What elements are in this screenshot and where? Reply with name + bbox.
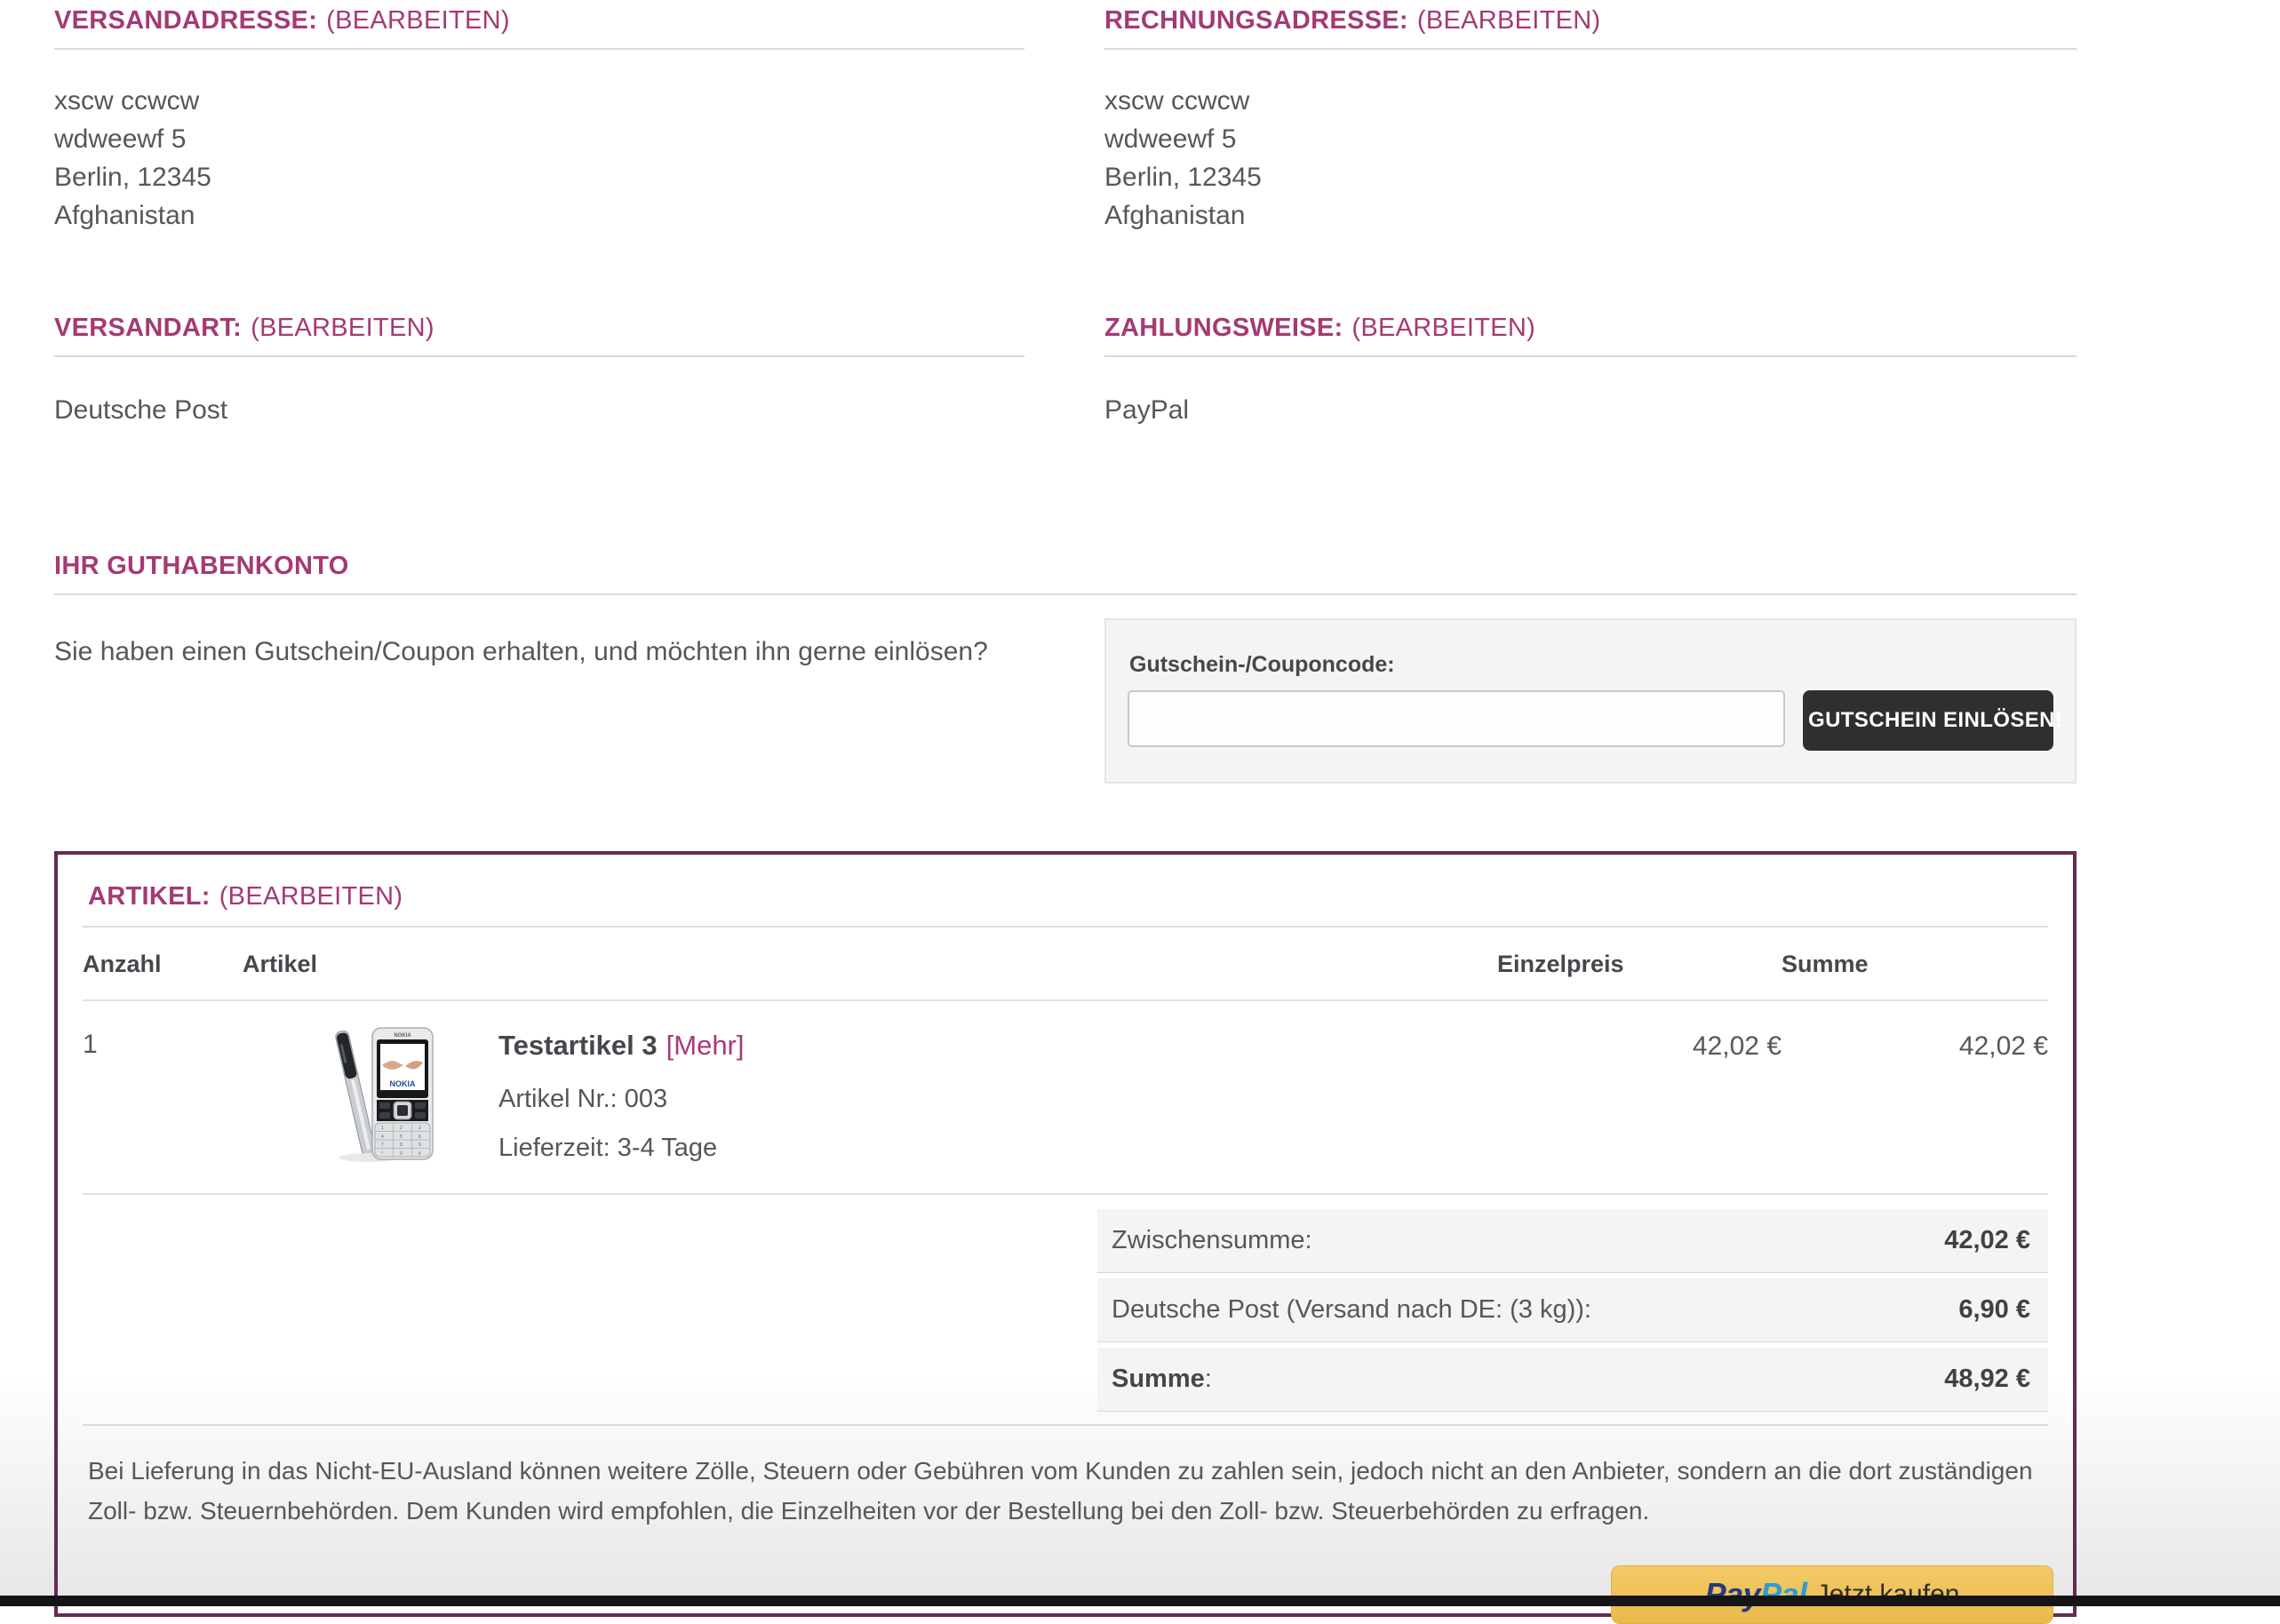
- shipping-method-section: VERSANDART: (BEARBEITEN) Deutsche Post: [54, 313, 1024, 429]
- svg-text:NOKIA: NOKIA: [390, 1079, 417, 1088]
- totals-row-grand-total: Summe: 48,92 €: [1097, 1348, 2048, 1412]
- item-sku: Artikel Nr.: 003: [498, 1085, 668, 1113]
- section-title: VERSANDADRESSE:: [54, 6, 318, 35]
- nokia-phone-image: NOKIA NOKIA: [323, 1024, 443, 1166]
- divider: [1104, 355, 2077, 357]
- address-line: Berlin, 12345: [1104, 163, 1262, 192]
- item-more-link[interactable]: [Mehr]: [666, 1030, 745, 1061]
- billing-address-section: RECHNUNGSADRESSE: (BEARBEITEN) xscw ccwcw…: [1104, 5, 2077, 235]
- svg-text:9: 9: [419, 1142, 421, 1148]
- section-title: ZAHLUNGSWEISE:: [1104, 314, 1343, 342]
- divider: [54, 593, 2077, 595]
- coupon-question: Sie haben einen Gutschein/Coupon erhalte…: [54, 637, 988, 666]
- svg-text:NOKIA: NOKIA: [394, 1033, 411, 1039]
- shipping-address-section: VERSANDADRESSE: (BEARBEITEN) xscw ccwcw w…: [54, 5, 1024, 235]
- articles-table: Anzahl Artikel Einzelpreis Summe 1: [83, 927, 2048, 1195]
- column-header-article: Artikel: [243, 927, 1497, 1001]
- methods-row: VERSANDART: (BEARBEITEN) Deutsche Post ZA…: [54, 313, 2077, 429]
- customs-disclaimer: Bei Lieferung in das Nicht-EU-Ausland kö…: [88, 1457, 2033, 1524]
- shipping-method-heading: VERSANDART: (BEARBEITEN): [54, 313, 1024, 343]
- articles-box: ARTIKEL: (BEARBEITEN) Anzahl Artikel Einz…: [54, 851, 2077, 1624]
- edit-payment-method-link[interactable]: (BEARBEITEN): [1351, 314, 1536, 342]
- svg-text:6: 6: [419, 1134, 421, 1140]
- svg-text:7: 7: [381, 1142, 384, 1148]
- svg-text:2: 2: [400, 1126, 403, 1131]
- divider: [83, 926, 2048, 927]
- order-totals: Zwischensumme: 42,02 € Deutsche Post (Ve…: [1097, 1209, 2048, 1412]
- coupon-code-label: Gutschein-/Couponcode:: [1129, 652, 1395, 677]
- divider: [1104, 48, 2077, 50]
- total-value: 6,90 €: [1958, 1295, 2030, 1324]
- column-header-total: Summe: [1782, 927, 2048, 1001]
- section-title: RECHNUNGSADRESSE:: [1104, 6, 1408, 35]
- billing-address-lines: xscw ccwcw wdweewf 5 Berlin, 12345 Afgha…: [1104, 82, 2077, 235]
- column-header-unit-price: Einzelpreis: [1497, 927, 1782, 1001]
- addresses-row: VERSANDADRESSE: (BEARBEITEN) xscw ccwcw w…: [54, 5, 2077, 235]
- shipping-method-value: Deutsche Post: [54, 395, 228, 425]
- divider: [83, 1424, 2048, 1426]
- address-line: Berlin, 12345: [54, 163, 211, 192]
- table-header-row: Anzahl Artikel Einzelpreis Summe: [83, 927, 2048, 1001]
- shipping-address-lines: xscw ccwcw wdweewf 5 Berlin, 12345 Afgha…: [54, 82, 1024, 235]
- coupon-box: Gutschein-/Couponcode: GUTSCHEIN EINLÖSE…: [1104, 618, 2077, 784]
- item-total: 42,02 €: [1782, 1000, 2048, 1195]
- payment-method-section: ZAHLUNGSWEISE: (BEARBEITEN) PayPal: [1104, 313, 2077, 429]
- product-image[interactable]: NOKIA NOKIA: [323, 1024, 443, 1166]
- edit-shipping-address-link[interactable]: (BEARBEITEN): [326, 6, 510, 35]
- total-label: Deutsche Post (Versand nach DE: (3 kg)):: [1112, 1295, 1591, 1324]
- svg-text:5: 5: [400, 1134, 403, 1140]
- section-title: VERSANDART:: [54, 314, 243, 342]
- item-name: Testartikel 3: [498, 1030, 658, 1061]
- address-line: wdweewf 5: [1104, 124, 1237, 154]
- total-label: Zwischensumme:: [1112, 1226, 1312, 1254]
- divider: [54, 48, 1024, 50]
- coupon-code-input[interactable]: [1128, 690, 1785, 747]
- credit-account-section: IHR GUTHABENKONTO Sie haben einen Gutsch…: [54, 551, 2077, 784]
- item-qty: 1: [83, 1000, 243, 1195]
- address-line: xscw ccwcw: [54, 86, 200, 115]
- shipping-address-heading: VERSANDADRESSE: (BEARBEITEN): [54, 5, 1024, 36]
- address-line: wdweewf 5: [54, 124, 187, 154]
- svg-text:0: 0: [400, 1151, 403, 1157]
- svg-text:*: *: [381, 1151, 383, 1157]
- svg-text:8: 8: [400, 1142, 403, 1148]
- total-label: Summe:: [1112, 1365, 1212, 1393]
- total-value: 42,02 €: [1944, 1226, 2030, 1254]
- payment-method-value: PayPal: [1104, 395, 1190, 425]
- billing-address-heading: RECHNUNGSADRESSE: (BEARBEITEN): [1104, 5, 2077, 36]
- address-line: xscw ccwcw: [1104, 86, 1250, 115]
- edit-articles-link[interactable]: (BEARBEITEN): [219, 882, 403, 911]
- item-row: 1: [83, 1000, 2048, 1195]
- svg-text:#: #: [419, 1151, 421, 1157]
- totals-row-subtotal: Zwischensumme: 42,02 €: [1097, 1209, 2048, 1273]
- total-value: 48,92 €: [1944, 1365, 2030, 1393]
- redeem-coupon-button[interactable]: GUTSCHEIN EINLÖSEN!: [1803, 690, 2062, 751]
- svg-text:1: 1: [381, 1126, 384, 1131]
- articles-heading: ARTIKEL: (BEARBEITEN): [88, 881, 2048, 912]
- item-unit-price: 42,02 €: [1497, 1000, 1782, 1195]
- paypal-logo: PayPal: [1704, 1576, 1808, 1612]
- payment-method-heading: ZAHLUNGSWEISE: (BEARBEITEN): [1104, 313, 2077, 343]
- edit-shipping-method-link[interactable]: (BEARBEITEN): [251, 314, 434, 342]
- edit-billing-address-link[interactable]: (BEARBEITEN): [1416, 6, 1601, 35]
- section-title: ARTIKEL:: [88, 882, 211, 911]
- item-delivery: Lieferzeit: 3-4 Tage: [498, 1134, 718, 1162]
- divider: [54, 355, 1024, 357]
- credit-account-heading: IHR GUTHABENKONTO: [54, 552, 349, 580]
- bottom-bar: [0, 1596, 2280, 1606]
- address-line: Afghanistan: [1104, 201, 1246, 230]
- svg-text:4: 4: [381, 1134, 384, 1140]
- address-line: Afghanistan: [54, 201, 195, 230]
- totals-row-shipping: Deutsche Post (Versand nach DE: (3 kg)):…: [1097, 1278, 2048, 1342]
- paypal-buy-button[interactable]: PayPal Jetzt kaufen: [1611, 1565, 2053, 1624]
- svg-text:3: 3: [419, 1126, 421, 1131]
- column-header-qty: Anzahl: [83, 927, 243, 1001]
